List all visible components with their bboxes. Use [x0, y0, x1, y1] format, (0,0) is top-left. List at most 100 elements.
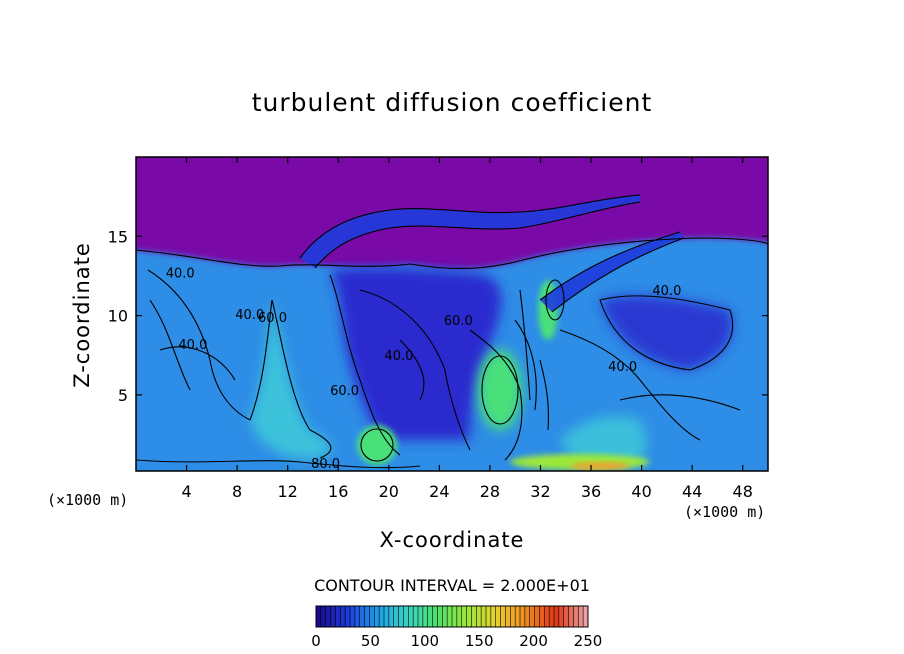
colorbar-tick-label: 100: [410, 632, 439, 650]
colorbar-swatch: [447, 606, 453, 627]
colorbar-swatch: [466, 606, 472, 627]
x-tick-label: 20: [379, 482, 399, 501]
colorbar-swatch: [486, 606, 492, 627]
contour-label: 40.0: [166, 267, 195, 282]
chart-title: turbulent diffusion coefficient: [251, 88, 653, 117]
field-deep-blue-right: [600, 295, 733, 370]
colorbar-swatch: [544, 606, 550, 627]
colorbar-swatch: [325, 606, 332, 627]
colorbar-tick-label: 200: [519, 632, 548, 650]
colorbar-swatch: [534, 606, 540, 627]
colorbar-swatch: [418, 606, 424, 627]
plot-frame: [135, 156, 769, 472]
colorbar-swatch: [369, 606, 375, 627]
x-tick-label: 36: [581, 482, 601, 501]
colorbar-swatch: [481, 606, 487, 627]
colorbar-swatch: [490, 606, 497, 627]
x-tick-label: 48: [733, 482, 753, 501]
colorbar-swatch: [549, 606, 555, 627]
colorbar-swatch: [505, 606, 511, 627]
colorbar-swatch: [398, 606, 404, 627]
contour-label: 40.0: [608, 360, 637, 375]
x-tick-label: 12: [278, 482, 298, 501]
colorbar-frame: [315, 605, 589, 628]
colorbar-swatch: [345, 606, 351, 627]
colorbar-tick-label: 150: [465, 632, 494, 650]
contour-label: 80.0: [311, 457, 340, 472]
colorbar-swatch: [379, 606, 385, 627]
y-tick-label: 10: [108, 307, 128, 326]
field-cyan-left: [250, 300, 331, 459]
x-tick-label: 4: [181, 482, 191, 501]
colorbar-swatch: [374, 606, 380, 627]
x-tick-label: 16: [328, 482, 348, 501]
colorbar: 0 50 100 150 200 250: [311, 605, 603, 650]
colorbar-swatch: [316, 606, 322, 627]
colorbar-swatch: [500, 606, 506, 627]
x-tick-label: 8: [232, 482, 242, 501]
field-filament-right: [540, 232, 684, 312]
colorbar-swatch: [422, 606, 429, 627]
contour-labels: 40.040.040.060.060.040.060.040.040.080.0: [166, 267, 682, 472]
colorbar-swatch: [359, 606, 366, 627]
colorbar-swatch: [452, 606, 458, 627]
contour-label: 40.0: [652, 284, 681, 299]
colorbar-swatch: [529, 606, 536, 627]
field-deep-blue-core: [330, 267, 502, 440]
colorbar-swatch: [384, 606, 390, 627]
colorbar-swatch: [573, 606, 579, 627]
field-green-center: [478, 350, 522, 430]
x-unit-label-left: (×1000 m): [47, 491, 129, 509]
x-tick-label: 24: [429, 482, 449, 501]
colorbar-swatch: [388, 606, 395, 627]
contour-label: 40.0: [384, 349, 413, 364]
x-tick-label: 44: [682, 482, 702, 501]
colorbar-swatch: [558, 606, 565, 627]
colorbar-swatch: [432, 606, 438, 627]
colorbar-swatch: [554, 606, 560, 627]
colorbar-swatch: [515, 606, 521, 627]
colorbar-swatch: [340, 606, 346, 627]
colorbar-swatch: [403, 606, 409, 627]
colorbar-swatch: [476, 606, 482, 627]
x-tick-label: 40: [631, 482, 651, 501]
colorbar-tick-label: 50: [361, 632, 380, 650]
colorbar-swatch: [320, 606, 327, 627]
x-tick-label: 28: [480, 482, 500, 501]
contour-interval-text: CONTOUR INTERVAL = 2.000E+01: [314, 576, 590, 595]
x-unit-label-right: (×1000 m): [684, 503, 766, 521]
colorbar-swatch: [442, 606, 448, 627]
colorbar-swatch: [471, 606, 477, 627]
contour-lines: [136, 194, 768, 469]
colorbar-swatch: [427, 606, 434, 627]
colorbar-swatch: [583, 606, 589, 627]
colorbar-tick-label: 0: [311, 632, 321, 650]
colorbar-tick-label: 250: [574, 632, 603, 650]
colorbar-swatch: [437, 606, 443, 627]
field-green-left: [357, 425, 397, 465]
colorbar-swatch: [461, 606, 468, 627]
field-orange-bottom: [570, 462, 630, 470]
colorbar-swatch: [578, 606, 584, 627]
x-axis: 4 8 12 16 20 24 28 32 36 40 44 48: [181, 157, 753, 501]
contour-label: 60.0: [258, 311, 287, 326]
x-axis-title-text: X-coordinate: [379, 528, 525, 552]
colorbar-swatch: [510, 606, 516, 627]
colorbar-swatch: [413, 606, 419, 627]
contour-label: 40.0: [235, 308, 264, 323]
colorbar-swatch: [539, 606, 545, 627]
colorbar-swatch: [354, 606, 361, 627]
colorbar-swatch: [335, 606, 341, 627]
y-axis-title: Z-coordinate: [70, 242, 94, 388]
colorbar-swatch: [456, 606, 463, 627]
colorbar-swatch: [563, 606, 570, 627]
heatmap-field: [136, 157, 768, 471]
contour-label: 60.0: [444, 314, 473, 329]
colorbar-swatch: [393, 606, 400, 627]
colorbar-swatch: [408, 606, 414, 627]
x-tick-label: 32: [530, 482, 550, 501]
colorbar-swatch: [495, 606, 502, 627]
y-tick-label: 15: [108, 227, 128, 246]
field-filament-upper: [300, 195, 640, 268]
